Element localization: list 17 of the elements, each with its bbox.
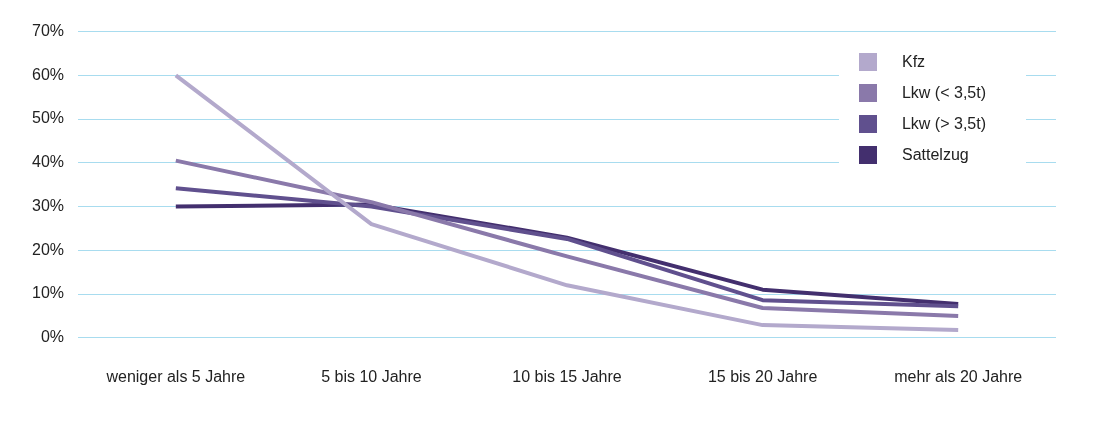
y-tick-label: 60% xyxy=(31,65,65,83)
y-tick-label: 10% xyxy=(31,284,65,302)
y-tick-label: 40% xyxy=(31,153,65,171)
y-tick-label: 70% xyxy=(31,22,65,40)
legend-label: Lkw (> 3,5t) xyxy=(901,114,986,133)
x-tick-label: 5 bis 10 Jahre xyxy=(321,367,422,385)
x-tick-label: mehr als 20 Jahre xyxy=(894,367,1023,385)
legend-label: Lkw (< 3,5t) xyxy=(901,83,986,102)
y-tick-label: 50% xyxy=(31,109,65,127)
x-tick-label: 10 bis 15 Jahre xyxy=(512,367,622,385)
y-tick-label: 30% xyxy=(31,196,65,214)
legend-label: Sattelzug xyxy=(901,145,969,164)
y-tick-label: 20% xyxy=(31,240,65,258)
legend-label: Kfz xyxy=(901,52,926,71)
x-tick-label: 15 bis 20 Jahre xyxy=(707,367,818,385)
x-tick-label: weniger als 5 Jahre xyxy=(105,367,246,385)
y-tick-label: 0% xyxy=(40,328,65,346)
